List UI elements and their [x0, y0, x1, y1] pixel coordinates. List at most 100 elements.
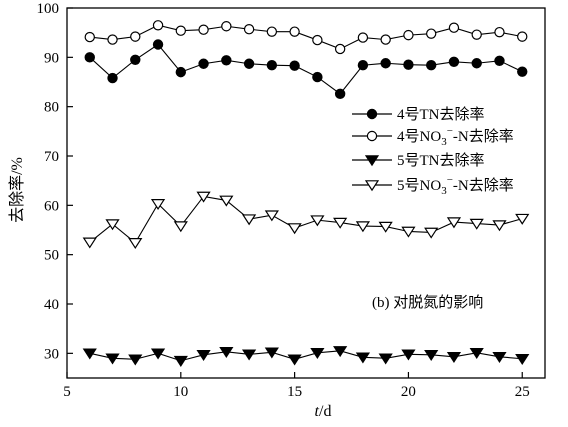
y-tick-label: 60: [44, 198, 59, 214]
y-tick-label: 80: [44, 100, 59, 116]
x-tick-label: 20: [401, 384, 416, 400]
data-point: [312, 34, 323, 46]
data-point: [469, 348, 484, 360]
data-point: [492, 351, 507, 363]
legend-text-sub: 3: [441, 185, 447, 197]
data-point: [380, 34, 391, 45]
data-point: [424, 227, 439, 239]
legend-item-3: 5号TN去除率: [352, 152, 485, 169]
y-tick-label: 50: [44, 248, 59, 264]
data-point: [198, 24, 209, 35]
data-point: [173, 355, 188, 367]
plot-border: [66, 7, 546, 379]
data-point: [401, 349, 416, 361]
legend-text-sub: 3: [441, 136, 447, 148]
legend-label: 5号NO3−-N去除率: [397, 174, 514, 197]
data-point: [243, 24, 255, 35]
data-point: [425, 60, 437, 71]
series-4: [82, 191, 530, 250]
legend-text-sup: −: [447, 125, 453, 137]
data-point: [175, 66, 187, 78]
data-point: [219, 347, 234, 359]
data-point: [494, 55, 505, 66]
data-point: [130, 54, 141, 66]
legend-item-2: 4号NO3−-N去除率: [352, 125, 514, 148]
data-point: [289, 60, 300, 71]
legend-text-sup: −: [447, 174, 453, 186]
data-point: [266, 60, 278, 71]
data-point: [448, 22, 460, 33]
data-point: [243, 58, 255, 69]
series-2: [84, 20, 528, 55]
legend-text-prefix: 5号: [397, 178, 420, 194]
data-point: [128, 238, 143, 250]
x-tick-label: 10: [173, 384, 188, 400]
series-line: [89, 43, 523, 95]
data-point: [492, 220, 507, 232]
legend-text-suffix: -N去除率: [453, 177, 514, 194]
data-point: [378, 353, 393, 365]
data-point: [517, 66, 528, 77]
data-point: [312, 71, 323, 83]
data-point: [221, 21, 232, 32]
data-point: [82, 237, 97, 249]
data-point: [219, 195, 234, 207]
data-point: [378, 221, 393, 233]
data-point: [355, 221, 371, 233]
data-point: [287, 223, 302, 235]
y-tick-label: 90: [44, 50, 59, 66]
legend-marker: [364, 180, 380, 192]
data-point: [198, 58, 209, 69]
data-point: [333, 217, 348, 229]
data-point: [152, 20, 164, 31]
data-point: [264, 210, 279, 222]
x-axis-label: t/d: [315, 403, 332, 420]
x-tick-label: 15: [287, 384, 302, 400]
data-point: [446, 351, 462, 363]
y-tick-label: 40: [44, 297, 59, 313]
data-point: [448, 56, 460, 67]
data-point: [425, 28, 437, 39]
data-point: [515, 213, 530, 225]
data-point: [150, 199, 166, 211]
x-tick-label: 5: [63, 384, 71, 400]
data-point: [264, 347, 279, 359]
data-point: [494, 26, 505, 38]
y-tick-label: 70: [44, 149, 59, 165]
legend-text-suffix: -N去除率: [453, 128, 514, 145]
data-point: [221, 55, 232, 66]
x-tick-label: 25: [515, 384, 530, 400]
data-point: [355, 352, 371, 364]
x-axis-unit: /d: [319, 403, 331, 420]
axis-ticks: 5 10 15 20 25 30 40 50 60 70 80 90 100: [37, 1, 530, 400]
data-point: [333, 346, 348, 358]
y-tick-label: 100: [37, 1, 60, 17]
legend-marker: [364, 155, 380, 167]
legend-text-prefix: 4号: [397, 107, 420, 123]
legend-item-1: 4号TN去除率: [352, 106, 485, 123]
y-axis-label: 去除率/%: [8, 157, 26, 223]
data-point: [241, 214, 257, 226]
legend-marker: [366, 130, 378, 142]
data-point: [446, 217, 462, 229]
data-point: [105, 219, 120, 231]
data-point: [266, 26, 278, 37]
data-point: [424, 350, 439, 362]
data-point: [241, 349, 257, 361]
data-point: [173, 221, 188, 233]
data-point: [471, 29, 482, 40]
data-point: [150, 348, 166, 360]
legend-text-main: NO: [420, 178, 442, 194]
data-point: [469, 218, 484, 230]
legend-text-main: TN去除率: [420, 152, 485, 169]
data-point: [105, 353, 120, 365]
legend-item-4: 5号NO3−-N去除率: [352, 174, 514, 197]
data-series: [82, 20, 530, 367]
data-point: [517, 31, 528, 42]
data-point: [107, 34, 118, 45]
legend-text-prefix: 5号: [397, 153, 420, 169]
x-axis-variable: t: [315, 403, 320, 420]
data-point: [401, 226, 416, 238]
y-tick-label: 30: [44, 346, 59, 362]
